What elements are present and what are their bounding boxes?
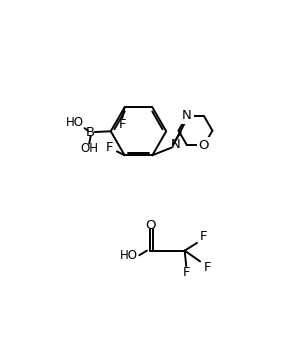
Text: B: B [86,126,95,139]
Text: N: N [171,138,180,151]
Text: HO: HO [66,116,84,129]
Text: F: F [119,118,126,131]
Text: N: N [182,109,192,122]
Text: F: F [204,261,212,274]
Text: HO: HO [119,249,138,262]
Text: F: F [182,266,190,279]
Text: OH: OH [80,142,98,155]
Text: F: F [199,230,207,243]
Text: O: O [145,220,155,232]
Text: O: O [199,139,209,152]
Text: F: F [105,141,113,154]
Text: N: N [182,109,192,122]
